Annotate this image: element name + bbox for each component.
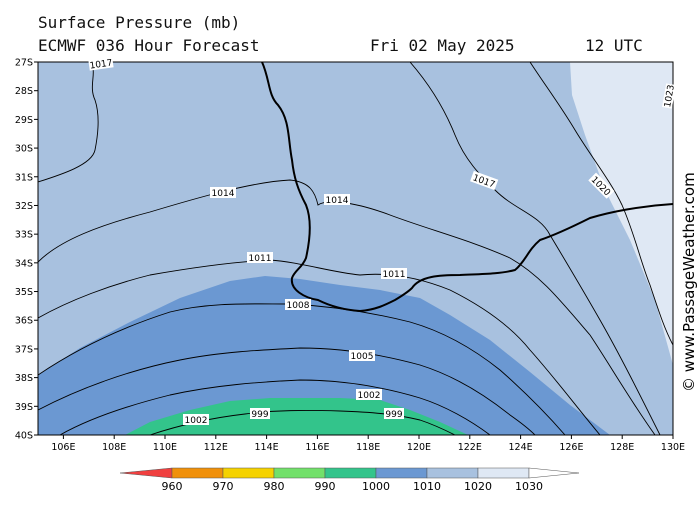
lon-label: 122E	[458, 442, 482, 453]
lon-label: 118E	[356, 442, 380, 453]
latitude-axis: 27S 28S 29S 30S 31S 32S 33S 34S 35S 36S 37S 38S 39S 4…	[15, 58, 38, 442]
lat-label: 36S	[15, 316, 33, 327]
legend-label: 970	[213, 480, 234, 493]
isobar-label-1023: 1023	[661, 83, 677, 109]
lat-label: 38S	[15, 373, 33, 384]
lon-label: 114E	[255, 442, 279, 453]
legend-label: 980	[264, 480, 285, 493]
isobar-label-text: 1014	[326, 196, 349, 206]
lat-label: 39S	[15, 402, 33, 413]
lon-label: 110E	[153, 442, 177, 453]
isobar-label-1017-top: 1017	[88, 56, 114, 72]
legend-swatch	[426, 467, 479, 479]
isobar-1005	[38, 347, 536, 435]
legend-label: 960	[162, 480, 183, 493]
isobar-1017-left	[38, 62, 99, 183]
legend-swatch	[477, 467, 530, 479]
longitude-axis: 106E 108E 110E 112E 114E 116E 118E 120E 122E 124E…	[51, 435, 685, 453]
lon-label: 112E	[204, 442, 228, 453]
isobar-label-1008: 1008	[285, 299, 311, 311]
credit-watermark: © www.PassageWeather.com	[680, 172, 698, 392]
lon-label: 120E	[407, 442, 431, 453]
isobar-label-text: 1002	[358, 391, 381, 401]
lat-label: 27S	[15, 58, 33, 69]
lon-label: 130E	[661, 442, 685, 453]
isobar-label-text: 1002	[185, 416, 208, 426]
pressure-band-990-1000	[125, 398, 468, 435]
model-forecast-label: ECMWF 036 Hour Forecast	[38, 36, 260, 55]
map-plot-area	[38, 62, 673, 435]
isobar-label-1002-a: 1002	[183, 414, 209, 426]
legend-arrow-low	[119, 467, 173, 479]
forecast-time: 12 UTC	[585, 36, 643, 55]
isobar-label-text: 1011	[383, 270, 406, 280]
lon-label: 106E	[51, 442, 75, 453]
lon-label: 128E	[610, 442, 634, 453]
legend-label: 1020	[464, 480, 492, 493]
lon-label: 108E	[102, 442, 126, 453]
isobar-label-text: 1008	[287, 301, 310, 311]
isobar-999	[149, 410, 456, 435]
legend-label: 1030	[515, 480, 543, 493]
isobar-label-text: 1011	[249, 254, 272, 264]
lon-label: 124E	[509, 442, 533, 453]
lat-label: 32S	[15, 201, 33, 212]
lat-label: 31S	[15, 172, 33, 183]
lat-label: 35S	[15, 287, 33, 298]
pressure-band-1000-1010	[38, 276, 610, 435]
isobar-1008	[38, 303, 566, 435]
isobar-label-1002-b: 1002	[356, 389, 382, 401]
isobar-label-text: 999	[251, 410, 268, 420]
lon-label: 116E	[305, 442, 329, 453]
isobar-label-1011-b: 1011	[381, 268, 407, 280]
isobar-label-text: 1014	[212, 189, 235, 199]
pressure-legend: 960 970 980 990 1000 1010 1020 1030	[119, 467, 580, 493]
isobar-label-text: 999	[385, 410, 402, 420]
isobar-1002	[59, 379, 491, 435]
isobar-label-999-a: 999	[250, 408, 270, 420]
pressure-band-1020-1030	[570, 62, 673, 365]
legend-swatch	[375, 467, 428, 479]
legend-label: 1010	[413, 480, 441, 493]
forecast-date: Fri 02 May 2025	[370, 36, 515, 55]
legend-arrow-high	[528, 467, 580, 479]
isobar-label-text: 1023	[663, 84, 677, 108]
isobar-label-1011-a: 1011	[247, 252, 273, 264]
coastline	[261, 62, 673, 313]
lat-label: 28S	[15, 86, 33, 97]
isobar-label-1005: 1005	[349, 350, 375, 362]
lat-label: 40S	[15, 431, 33, 442]
legend-swatch	[324, 467, 377, 479]
legend-label: 1000	[362, 480, 390, 493]
isobar-1020	[529, 62, 673, 346]
map-title: Surface Pressure (mb)	[38, 13, 241, 32]
legend-label: 990	[315, 480, 336, 493]
lon-label: 126E	[559, 442, 583, 453]
lat-label: 30S	[15, 144, 33, 155]
lat-label: 29S	[15, 115, 33, 126]
map-frame	[37, 61, 674, 436]
legend-swatch	[171, 467, 224, 479]
isobar-label-1014-a: 1014	[210, 187, 236, 199]
isobar-1011	[38, 259, 601, 435]
isobar-label-1014-b: 1014	[324, 194, 350, 206]
isobar-label-text: 1017	[89, 58, 113, 71]
lat-label: 33S	[15, 230, 33, 241]
lat-label: 34S	[15, 258, 33, 269]
isobar-label-999-b: 999	[384, 408, 404, 420]
lat-label: 37S	[15, 344, 33, 355]
legend-swatch	[222, 467, 275, 479]
legend-swatch	[273, 467, 326, 479]
isobar-label-text: 1005	[351, 352, 374, 362]
isobar-1017	[409, 62, 661, 435]
